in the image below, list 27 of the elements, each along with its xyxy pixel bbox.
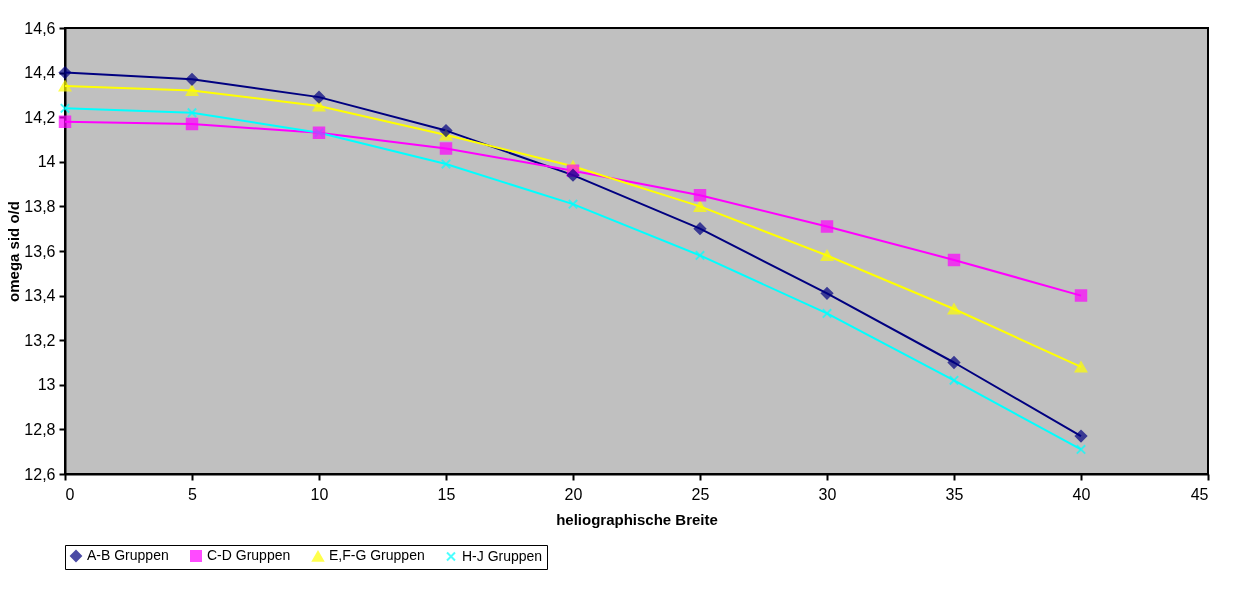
x-tick-label: 20 xyxy=(564,485,583,503)
y-tick-label: 13 xyxy=(37,376,56,394)
x-tick-label: 10 xyxy=(310,485,329,503)
legend-label: A-B Gruppen xyxy=(87,547,169,563)
y-axis-title: omega sid o/d xyxy=(5,201,23,302)
y-tick-label: 14 xyxy=(37,153,56,171)
x-tick-label: 45 xyxy=(1190,485,1209,503)
y-tick-label: 12,8 xyxy=(24,420,56,438)
x-tick-label: 30 xyxy=(818,485,837,503)
x-tick-label: 15 xyxy=(437,485,456,503)
y-tick-label: 12,6 xyxy=(24,465,56,483)
y-tick-label: 13,6 xyxy=(24,242,56,260)
y-tick-label: 14,6 xyxy=(24,19,56,37)
x-tick-label: 35 xyxy=(945,485,964,503)
legend-label: C-D Gruppen xyxy=(207,547,291,563)
legend-label: E,F-G Gruppen xyxy=(329,547,425,564)
y-tick-label: 14,2 xyxy=(24,108,56,126)
y-tick-label: 13,8 xyxy=(24,197,56,215)
y-tick-label: 13,4 xyxy=(24,287,56,305)
legend-label: H-J Gruppen xyxy=(462,547,543,564)
x-tick-label: 40 xyxy=(1072,485,1091,503)
x-tick-label: 25 xyxy=(691,485,710,503)
x-axis-title: heliographische Breite xyxy=(556,510,718,528)
y-tick-label: 13,2 xyxy=(24,331,56,349)
x-tick-label: 0 xyxy=(65,485,75,503)
x-tick-label: 5 xyxy=(188,485,198,503)
y-tick-label: 14,4 xyxy=(24,64,56,82)
